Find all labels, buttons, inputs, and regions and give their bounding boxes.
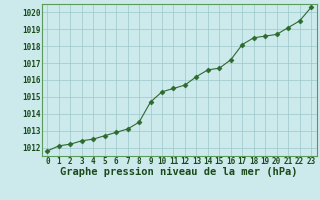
X-axis label: Graphe pression niveau de la mer (hPa): Graphe pression niveau de la mer (hPa)	[60, 167, 298, 177]
